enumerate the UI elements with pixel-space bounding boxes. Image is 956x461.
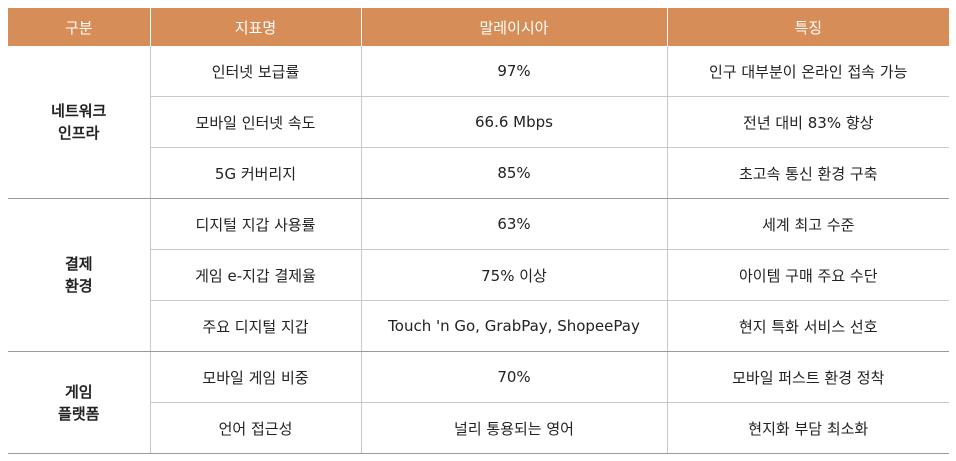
table-row: 모바일 인터넷 속도 66.6 Mbps 전년 대비 83% 향상 (8, 96, 949, 148)
feature-cell: 초고속 통신 환경 구축 (666, 147, 949, 199)
category-label-line: 게임 (64, 382, 93, 401)
table-row: 언어 접근성 널리 통용되는 영어 현지화 부담 최소화 (8, 402, 949, 454)
indicator-cell: 5G 커버리지 (149, 147, 361, 199)
value-cell: 70% (360, 351, 667, 403)
value-cell: 75% 이상 (360, 249, 667, 301)
value-cell: 66.6 Mbps (360, 96, 667, 148)
indicator-cell: 게임 e-지갑 결제율 (149, 249, 361, 301)
feature-cell: 모바일 퍼스트 환경 정착 (666, 351, 949, 403)
category-label-line: 인프라 (58, 124, 100, 142)
category-label-line: 플랫폼 (58, 404, 100, 423)
header-indicator: 지표명 (149, 8, 361, 46)
value-cell: 85% (360, 147, 667, 199)
category-cell-payment: 결제 환경 (8, 198, 150, 352)
category-cell-game-platform: 게임 플랫폼 (8, 351, 150, 454)
table-row: 5G 커버리지 85% 초고속 통신 환경 구축 (8, 147, 949, 199)
malaysia-indicator-table: 구분 지표명 말레이시아 특징 네트워크 인프라 인터넷 보급률 97% 인구 … (8, 8, 949, 454)
table-row: 네트워크 인프라 인터넷 보급률 97% 인구 대부분이 온라인 접속 가능 (8, 46, 949, 199)
feature-cell: 세계 최고 수준 (666, 198, 949, 250)
category-label-line: 네트워크 (51, 102, 107, 120)
value-cell: Touch 'n Go, GrabPay, ShopeePay (360, 300, 667, 352)
indicator-cell: 주요 디지털 지갑 (149, 300, 361, 352)
indicator-cell: 언어 접근성 (149, 402, 361, 454)
value-cell: 널리 통용되는 영어 (360, 402, 667, 454)
indicator-cell: 인터넷 보급률 (149, 46, 361, 97)
feature-cell: 전년 대비 83% 향상 (666, 96, 949, 148)
indicator-cell: 디지털 지갑 사용률 (149, 198, 361, 250)
value-cell: 97% (360, 46, 667, 97)
feature-cell: 아이템 구매 주요 수단 (666, 249, 949, 301)
table-header-row: 구분 지표명 말레이시아 특징 (8, 8, 949, 46)
feature-cell: 현지화 부담 최소화 (666, 402, 949, 454)
header-category: 구분 (8, 8, 150, 46)
header-feature: 특징 (666, 8, 949, 46)
feature-cell: 현지 특화 서비스 선호 (666, 300, 949, 352)
table-row: 게임 e-지갑 결제율 75% 이상 아이템 구매 주요 수단 (8, 249, 949, 301)
header-malaysia: 말레이시아 (360, 8, 667, 46)
table-row: 주요 디지털 지갑 Touch 'n Go, GrabPay, ShopeePa… (8, 300, 949, 352)
table-row: 게임 플랫폼 모바일 게임 비중 70% 모바일 퍼스트 환경 정착 (8, 351, 949, 454)
table-row: 결제 환경 디지털 지갑 사용률 63% 세계 최고 수준 (8, 198, 949, 352)
indicator-cell: 모바일 인터넷 속도 (149, 96, 361, 148)
indicator-cell: 모바일 게임 비중 (149, 351, 361, 403)
category-label-line: 결제 (64, 255, 93, 273)
value-cell: 63% (360, 198, 667, 250)
category-cell-network: 네트워크 인프라 (8, 46, 150, 199)
feature-cell: 인구 대부분이 온라인 접속 가능 (666, 46, 949, 97)
category-label-line: 환경 (64, 277, 93, 295)
